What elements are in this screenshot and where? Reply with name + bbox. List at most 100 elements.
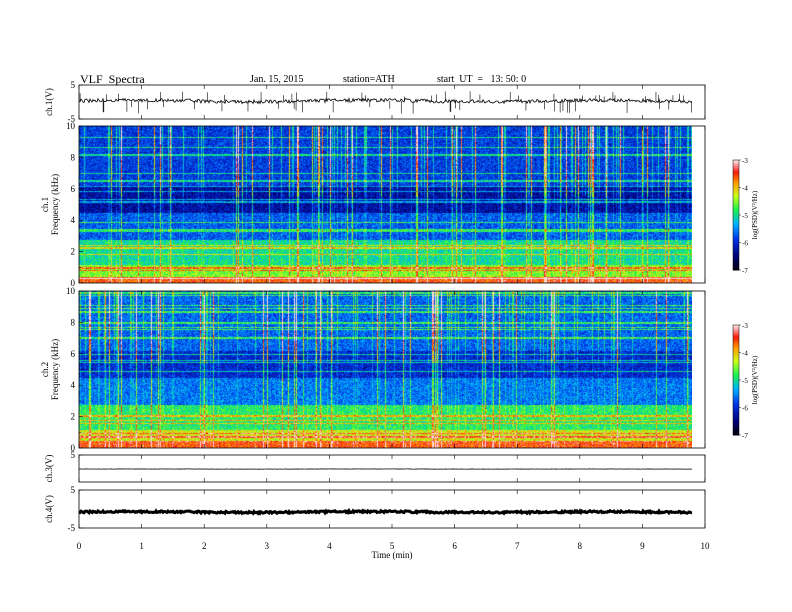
y-axis-label: ch.1(V) bbox=[44, 88, 54, 116]
colorbar-swatch bbox=[733, 372, 739, 375]
colorbar-swatch bbox=[733, 380, 739, 383]
y-tick-label: 5 bbox=[71, 450, 76, 460]
x-tick-label: 9 bbox=[640, 541, 645, 551]
colorbar-swatch bbox=[733, 330, 739, 333]
x-tick-label: 6 bbox=[452, 541, 457, 551]
colorbar-swatch bbox=[733, 336, 739, 339]
colorbar-swatch bbox=[733, 354, 739, 357]
y-axis-label: Frequency (kHz) bbox=[50, 339, 60, 400]
colorbar-tick-label: -7 bbox=[742, 432, 748, 440]
colorbar-swatch bbox=[733, 187, 739, 190]
colorbar-swatch bbox=[733, 218, 739, 221]
spectrogram-ch1-spec bbox=[79, 126, 692, 283]
colorbar-tick-label: -3 bbox=[742, 157, 748, 165]
colorbar-swatch bbox=[733, 402, 739, 405]
y-tick-label: 8 bbox=[71, 152, 76, 162]
colorbar-swatch bbox=[733, 361, 739, 364]
colorbar-swatch bbox=[733, 403, 739, 407]
colorbar-swatch bbox=[733, 391, 739, 394]
x-tick-label: 0 bbox=[77, 541, 82, 551]
colorbar-swatch bbox=[733, 363, 739, 366]
header-station: station=ATH bbox=[343, 74, 395, 85]
colorbar-swatch bbox=[733, 191, 739, 194]
y-tick-label: 8 bbox=[71, 317, 76, 327]
colorbar-swatch bbox=[733, 160, 739, 163]
y-axis-label: ch.1 bbox=[40, 197, 50, 212]
colorbar-swatch bbox=[733, 422, 739, 425]
colorbar-swatch bbox=[733, 165, 739, 168]
colorbar-swatch bbox=[733, 202, 739, 205]
colorbar-swatch bbox=[733, 396, 739, 399]
x-tick-label: 2 bbox=[202, 541, 207, 551]
colorbar-swatch bbox=[733, 189, 739, 192]
chart-title: VLF Spectra bbox=[80, 72, 145, 86]
colorbar-swatch bbox=[733, 356, 739, 359]
colorbar-swatch bbox=[733, 237, 739, 240]
x-axis-label: Time (min) bbox=[372, 550, 413, 560]
x-tick-label: 5 bbox=[390, 541, 395, 551]
colorbar-swatch bbox=[733, 244, 739, 247]
colorbar-swatch bbox=[733, 227, 739, 231]
colorbar-tick-label: -4 bbox=[742, 185, 748, 193]
colorbar-swatch bbox=[733, 224, 739, 227]
colorbar-ch2-spec: -7 -6 -5 -4 -3 log(PSD)(V²/Hz) bbox=[732, 322, 759, 440]
y-tick-label: 5 bbox=[71, 485, 76, 495]
colorbar-swatch bbox=[733, 378, 739, 381]
y-tick-label: 6 bbox=[71, 349, 76, 359]
x-axis: 0 1 2 3 4 5 6 7 8 9 10 Time (min) bbox=[77, 541, 710, 560]
colorbar-swatch bbox=[733, 326, 739, 330]
colorbar-tick-label: -4 bbox=[742, 350, 748, 358]
header-date: Jan. 15, 2015 bbox=[250, 74, 304, 85]
panel-frame bbox=[78, 84, 706, 120]
colorbar-swatch bbox=[733, 257, 739, 260]
colorbar-swatch bbox=[733, 211, 739, 214]
y-tick-label: 6 bbox=[71, 184, 76, 194]
panel-ch1-wave: 5 -5 ch.1(V) bbox=[44, 80, 706, 124]
header-start-time: start UT = 13: 50: 0 bbox=[437, 74, 527, 85]
colorbar-swatch bbox=[733, 193, 739, 196]
colorbar-swatch bbox=[733, 176, 739, 179]
colorbar-swatch bbox=[733, 253, 739, 256]
colorbar-swatch bbox=[733, 350, 739, 353]
x-tick-label: 8 bbox=[578, 541, 583, 551]
colorbar-swatch bbox=[733, 341, 739, 344]
x-tick-label: 7 bbox=[515, 541, 520, 551]
colorbar-ch1-spec: -7 -6 -5 -4 -3 log(PSD)(V²/Hz) bbox=[732, 157, 759, 275]
colorbar-swatch bbox=[733, 167, 739, 170]
colorbar-swatch bbox=[733, 433, 739, 436]
colorbar-label: log(PSD)(V²/Hz) bbox=[751, 355, 759, 404]
colorbar-swatch bbox=[733, 343, 739, 346]
colorbar-swatch bbox=[733, 226, 739, 229]
colorbar-tick-label: -3 bbox=[742, 322, 748, 330]
y-tick-label: 10 bbox=[66, 121, 76, 131]
spectrogram-ch2-spec bbox=[79, 291, 692, 448]
colorbar-swatch bbox=[733, 259, 739, 262]
y-tick-label: 10 bbox=[66, 286, 76, 296]
colorbar-tick-label: -7 bbox=[742, 267, 748, 275]
colorbar-swatch bbox=[733, 260, 739, 264]
colorbar-swatch bbox=[733, 429, 739, 432]
colorbar-swatch bbox=[733, 233, 739, 236]
panel-frame bbox=[78, 454, 706, 483]
x-tick-label: 10 bbox=[701, 541, 711, 551]
colorbar-swatch bbox=[733, 251, 739, 254]
colorbar-tick-label: -5 bbox=[742, 377, 748, 385]
panel-ch2-spec: -7 -6 -5 -4 -3 log(PSD)(V²/Hz) 0 2 4 6 8 10 ch.2 Freq… bbox=[40, 286, 759, 453]
colorbar-swatch bbox=[733, 420, 739, 423]
colorbar-swatch bbox=[733, 209, 739, 212]
colorbar-swatch bbox=[733, 220, 739, 223]
y-tick-label: 5 bbox=[71, 80, 76, 90]
colorbar-swatch bbox=[733, 268, 739, 271]
colorbar-swatch bbox=[733, 264, 739, 267]
colorbar-swatch bbox=[733, 394, 739, 397]
colorbar-swatch bbox=[733, 242, 739, 245]
colorbar-swatch bbox=[733, 374, 739, 377]
colorbar-swatch bbox=[733, 248, 739, 251]
colorbar-swatch bbox=[733, 183, 739, 187]
colorbar-swatch bbox=[733, 387, 739, 390]
y-tick-label: 0 bbox=[71, 278, 76, 288]
colorbar-swatch bbox=[733, 348, 739, 352]
panel-ch3-wave: 5 ch.3(V) bbox=[44, 450, 706, 483]
y-tick-label: 4 bbox=[71, 215, 76, 225]
